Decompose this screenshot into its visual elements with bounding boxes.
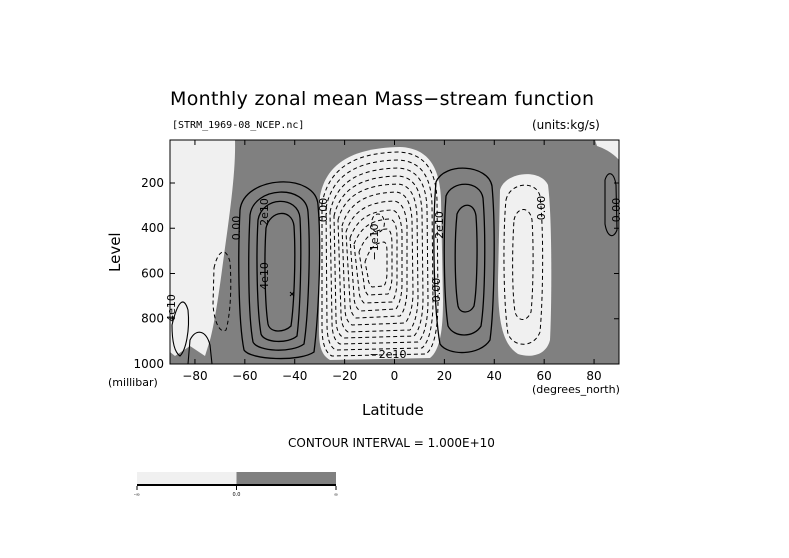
contour-label: −1e10 — [368, 224, 381, 261]
contour-labels: 0.00 2e10 4e10 0.00 −1e10 2e10 0.00 0.00 0.00 4e1… — [165, 196, 623, 361]
colorbar-baseline — [137, 484, 336, 486]
x-tick-label: −20 — [332, 369, 357, 383]
y-tick-label: 800 — [141, 312, 164, 326]
units-label: (units:kg/s) — [532, 118, 600, 132]
contour-interval-value: 1.000E+10 — [427, 436, 495, 450]
contour-label: 4e10 — [165, 294, 178, 322]
negative-shading-region — [170, 140, 236, 356]
x-axis-label: Latitude — [362, 401, 424, 419]
contour-label: 0.00 — [610, 198, 623, 223]
contour-label: 2e10 — [433, 211, 446, 239]
x-tick-label: 20 — [437, 369, 452, 383]
file-label: [STRM_1969-08_NCEP.nc] — [172, 120, 305, 131]
colorbar-label: -∞ — [134, 492, 140, 498]
axes: −80 −60 −40 −20 0 20 40 60 80 200 400 600 800 1000 — [133, 140, 619, 383]
y-tick-label: 200 — [141, 176, 164, 190]
x-tick-label: −60 — [232, 369, 257, 383]
colorbar-label: 0.0 — [233, 492, 241, 498]
positive-contours-south — [238, 181, 321, 360]
contour-label: 0.00 — [430, 278, 443, 303]
x-tick-label: −80 — [182, 369, 207, 383]
contour-field — [170, 140, 619, 364]
colorbar-swatch — [137, 472, 237, 486]
negative-contours-north — [503, 184, 544, 345]
negative-contours-tropical — [321, 151, 439, 357]
contour-interval-label: CONTOUR INTERVAL = — [288, 436, 424, 450]
colorbar: -∞ 0.0 ∞ — [134, 472, 338, 498]
contour-label: 0.00 — [535, 196, 548, 221]
y-axis-label: Level — [106, 232, 124, 272]
negative-contours-polar — [212, 251, 232, 332]
x-tick-label: 40 — [487, 369, 502, 383]
positive-contours-north — [433, 167, 495, 354]
y-tick-label: 400 — [141, 221, 164, 235]
negative-shading-region — [170, 185, 176, 212]
contour-label: 0.00 — [230, 216, 243, 241]
x-tick-label: 0 — [391, 369, 399, 383]
contour-interval: CONTOUR INTERVAL = 1.000E+10 — [288, 436, 495, 450]
colorbar-swatch — [236, 472, 336, 486]
contour-label: −2e10 — [370, 348, 407, 361]
x-tick-label: 60 — [537, 369, 552, 383]
x-tick-label: −40 — [282, 369, 307, 383]
negative-shading-region — [319, 147, 443, 360]
contour-label: 4e10 — [258, 262, 271, 290]
negative-shading-region — [498, 174, 552, 356]
negative-shading-region — [595, 140, 619, 160]
y-tick-label: 1000 — [133, 357, 164, 371]
x-axis-unit: (degrees_north) — [532, 383, 620, 396]
contour-label: 0.00 — [317, 198, 330, 223]
y-tick-label: 600 — [141, 266, 164, 280]
chart-title: Monthly zonal mean Mass−stream function — [170, 88, 595, 110]
positive-contours-polar — [171, 173, 618, 364]
colorbar-label: ∞ — [334, 492, 338, 498]
x-tick-label: 80 — [586, 369, 601, 383]
contour-label: 2e10 — [258, 198, 271, 226]
y-axis-unit: (millibar) — [108, 376, 158, 389]
extremum-marker — [289, 291, 295, 297]
